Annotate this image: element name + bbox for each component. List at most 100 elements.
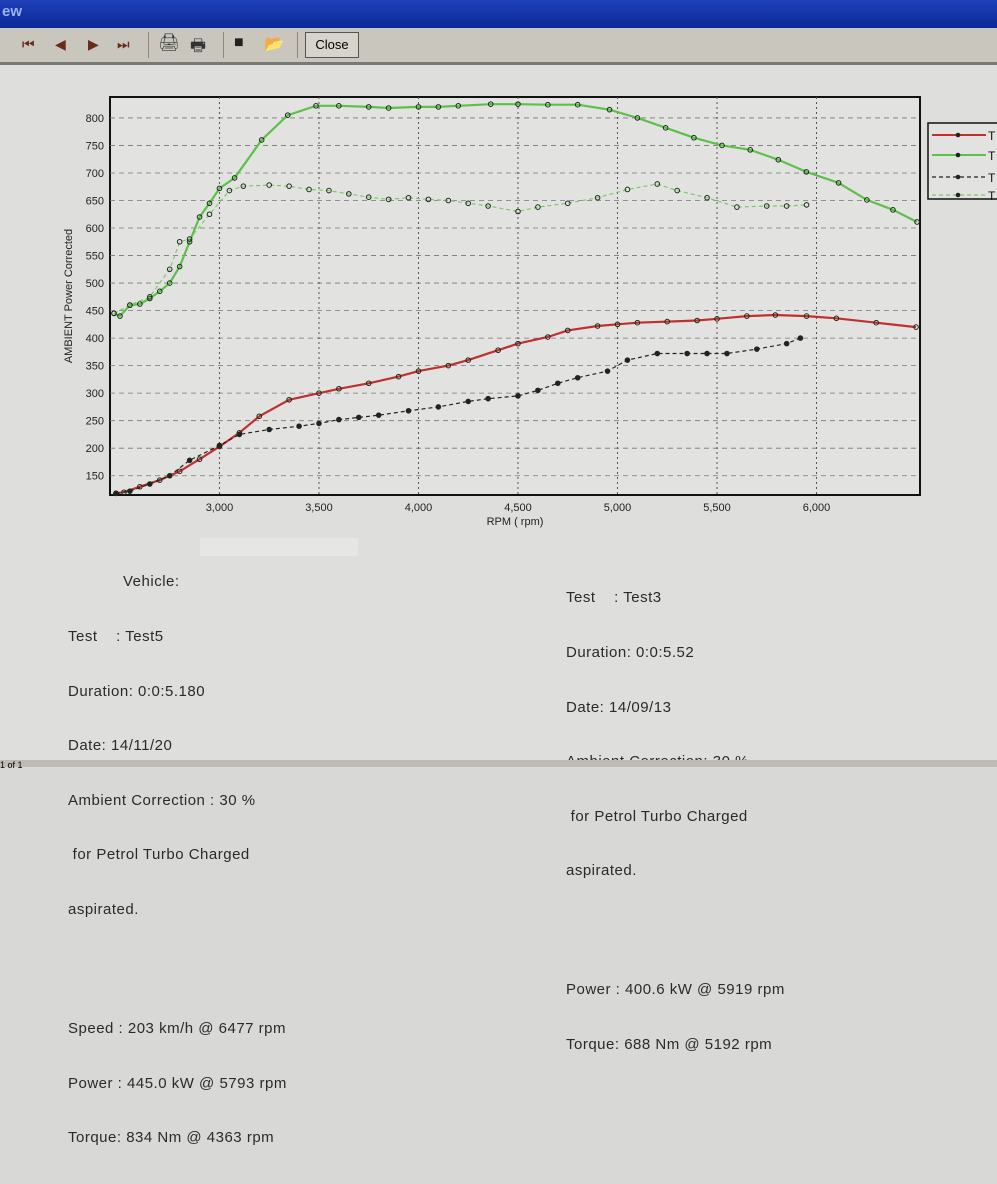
data-point xyxy=(306,186,312,193)
prev-page-icon[interactable]: ◀ xyxy=(55,36,66,52)
data-point xyxy=(196,456,203,463)
data-point xyxy=(316,420,322,427)
data-point xyxy=(176,238,183,245)
data-point xyxy=(395,373,402,380)
printer-icon[interactable]: 🖶 xyxy=(190,36,207,55)
data-point xyxy=(186,457,193,464)
data-point xyxy=(914,219,920,225)
aspiration: aspirated. xyxy=(566,862,637,880)
print-preview-page: 150 200 250 300 350 400 450 500 550 600 650 700 750 8… xyxy=(0,65,997,1146)
data-point xyxy=(415,104,422,110)
legend-label: T xyxy=(988,129,996,143)
x-tick-label: 4,500 xyxy=(504,502,532,514)
floppy-disk-icon[interactable]: ■ xyxy=(234,34,244,51)
data-point xyxy=(763,203,770,209)
data-point xyxy=(196,214,203,220)
legend-marker xyxy=(955,192,961,198)
data-point xyxy=(606,106,613,113)
vehicle-value-redacted xyxy=(200,538,358,556)
data-point xyxy=(127,302,133,308)
data-point xyxy=(113,490,119,497)
last-page-icon[interactable]: ⏭ xyxy=(117,36,130,52)
data-point xyxy=(156,477,163,483)
data-point xyxy=(684,350,690,357)
data-point xyxy=(564,200,571,207)
next-page-icon[interactable]: ▶ xyxy=(88,36,99,52)
test-duration: Duration: 0:0:5.180 xyxy=(68,682,206,700)
data-point xyxy=(694,317,700,324)
data-point xyxy=(111,310,117,317)
data-point xyxy=(803,169,810,175)
data-point xyxy=(355,414,362,421)
data-point xyxy=(266,426,273,433)
data-point xyxy=(775,156,782,163)
max-speed: Speed : 203 km/h @ 6477 rpm xyxy=(68,1020,287,1038)
data-point xyxy=(405,194,412,201)
data-point xyxy=(336,385,342,392)
x-tick-label: 3,000 xyxy=(206,502,234,514)
status-bar: 1 of 1 xyxy=(0,760,997,770)
legend-label: T xyxy=(988,189,996,203)
data-point xyxy=(176,263,183,270)
data-point xyxy=(654,181,661,187)
data-point xyxy=(156,288,163,295)
y-tick-label: 500 xyxy=(86,278,104,290)
printer-setup-icon[interactable]: 🖨 xyxy=(158,33,180,52)
legend-marker xyxy=(955,174,961,180)
page-indicator: 1 of 1 xyxy=(0,760,23,770)
data-point xyxy=(385,196,392,203)
data-point xyxy=(127,488,133,494)
data-point xyxy=(365,104,372,110)
data-point xyxy=(455,103,462,109)
series-line-1 xyxy=(113,103,918,318)
max-power: Power : 445.0 kW @ 5793 rpm xyxy=(68,1074,287,1092)
open-folder-icon[interactable]: 📂 xyxy=(264,36,284,53)
fuel-type: for Petrol Turbo Charged xyxy=(566,807,748,825)
title-bar: ew xyxy=(0,0,997,28)
data-point xyxy=(803,313,810,319)
data-point xyxy=(835,180,842,186)
data-point xyxy=(216,442,223,449)
data-point xyxy=(864,197,870,203)
data-point xyxy=(634,319,641,326)
data-point xyxy=(405,407,412,414)
data-point xyxy=(487,101,494,107)
data-point xyxy=(574,374,581,381)
data-point xyxy=(535,204,541,210)
data-point xyxy=(624,357,631,363)
data-point xyxy=(754,346,760,352)
y-tick-label: 350 xyxy=(86,361,104,373)
data-point xyxy=(166,280,173,286)
dyno-chart: 150 200 250 300 350 400 450 500 550 600 650 700 750 8… xyxy=(63,96,997,528)
data-point xyxy=(258,137,265,143)
y-tick-label: 150 xyxy=(86,471,104,483)
data-point xyxy=(797,335,804,341)
data-point xyxy=(435,104,442,110)
max-power: Power : 400.6 kW @ 5919 rpm xyxy=(566,981,785,999)
data-point xyxy=(465,398,472,405)
data-point xyxy=(744,313,750,319)
data-point xyxy=(231,175,238,181)
vehicle-label: Vehicle: xyxy=(123,573,180,591)
data-point xyxy=(445,362,452,369)
data-point xyxy=(365,194,372,200)
data-point xyxy=(674,187,680,194)
close-button[interactable]: Close xyxy=(305,32,359,58)
first-page-icon[interactable]: ⏮ xyxy=(22,36,35,52)
data-point xyxy=(654,350,661,357)
data-point xyxy=(624,186,631,193)
window-title: ew xyxy=(2,3,23,20)
data-point xyxy=(783,203,790,209)
y-tick-label: 300 xyxy=(86,388,104,400)
fuel-type: for Petrol Turbo Charged xyxy=(68,846,250,864)
data-point xyxy=(216,185,223,192)
data-point xyxy=(137,301,143,307)
x-tick-label: 4,000 xyxy=(405,502,433,514)
data-point xyxy=(316,390,322,396)
data-point xyxy=(284,112,291,118)
data-point xyxy=(465,200,472,207)
data-point xyxy=(772,312,779,318)
data-point xyxy=(890,207,896,213)
data-point xyxy=(833,315,840,322)
data-point xyxy=(594,323,601,329)
